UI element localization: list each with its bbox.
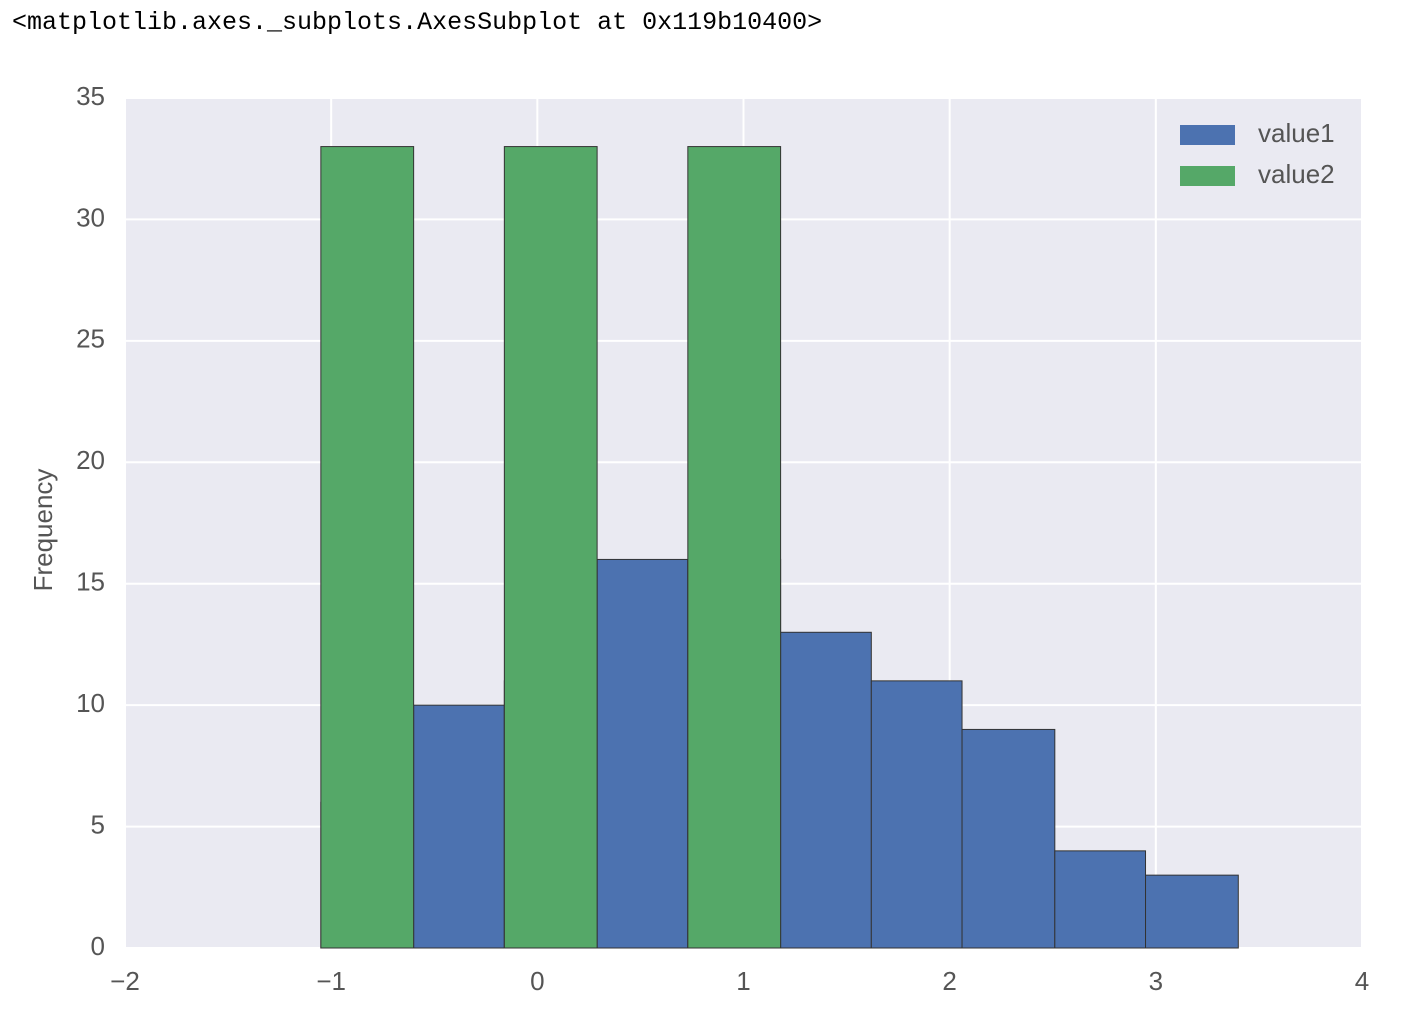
histogram-bar (596, 558, 689, 949)
y-tick-label: 5 (91, 809, 105, 839)
legend-label: value1 (1258, 118, 1335, 148)
y-tick-label: 15 (76, 567, 105, 597)
y-axis-label: Frequency (28, 469, 58, 592)
x-tick-label: 1 (736, 966, 750, 996)
histogram-bar (1145, 874, 1239, 949)
histogram-bar (961, 728, 1056, 949)
y-tick-label: 30 (76, 202, 105, 232)
histogram-bar (870, 680, 963, 949)
histogram-bar (1054, 850, 1147, 949)
histogram-bar (780, 631, 872, 949)
y-tick-label: 25 (76, 324, 105, 354)
x-tick-label: −1 (316, 966, 346, 996)
y-tick-label: 20 (76, 445, 105, 475)
histogram-bar (687, 146, 782, 949)
x-tick-label: 3 (1149, 966, 1163, 996)
y-tick-label: 0 (91, 931, 105, 961)
histogram-bar (503, 146, 598, 949)
x-tick-label: 0 (530, 966, 544, 996)
histogram-bar (413, 704, 505, 949)
y-tick-label: 35 (76, 81, 105, 111)
x-tick-label: 4 (1355, 966, 1369, 996)
x-tick-label: 2 (942, 966, 956, 996)
legend-label: value2 (1258, 159, 1335, 189)
histogram-bar (320, 146, 415, 949)
y-tick-label: 10 (76, 688, 105, 718)
output-text: <matplotlib.axes._subplots.AxesSubplot a… (12, 8, 823, 37)
legend-swatch (1180, 166, 1235, 186)
x-tick-label: −2 (110, 966, 140, 996)
legend-swatch (1180, 125, 1235, 145)
